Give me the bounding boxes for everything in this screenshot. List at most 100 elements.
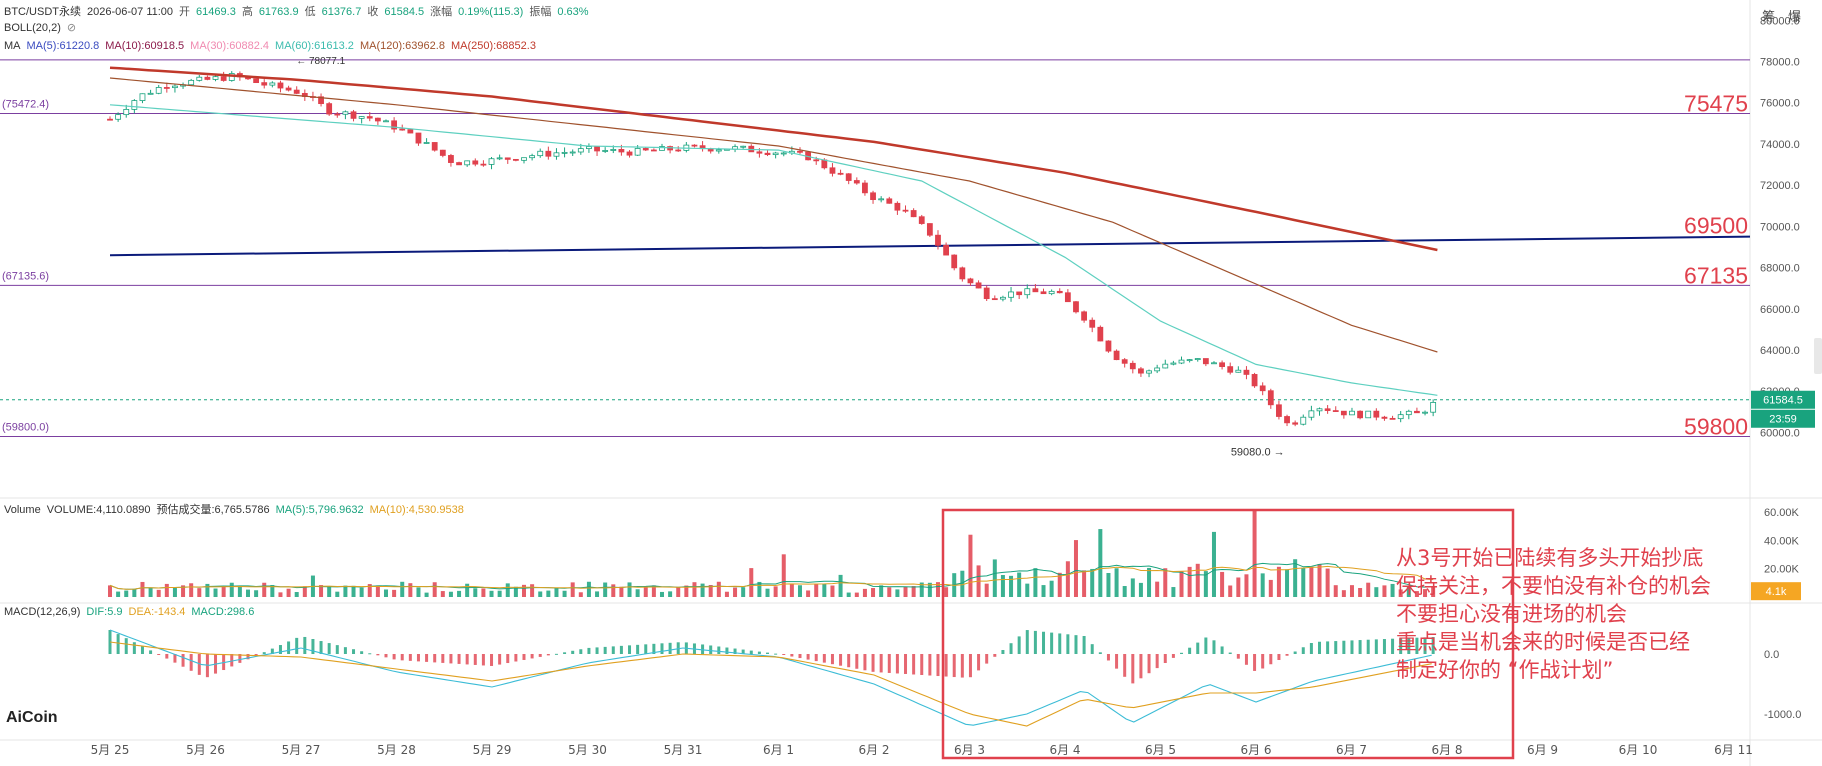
volume-bar [1260,573,1265,597]
volume-indicator-row[interactable]: Volume VOLUME:4,110.0890 预估成交量:6,765.5786 M… [4,501,470,517]
macd-histogram-bar [1074,635,1078,654]
macd-histogram-bar [1090,644,1094,654]
macd-histogram-bar [757,651,761,654]
ma-label[interactable]: MA [4,40,21,52]
volume-bar [229,582,234,597]
volume-bar [854,592,859,597]
volume-bar [611,584,616,597]
candle-down [1259,385,1266,392]
macd-histogram-bar [278,645,282,654]
candle-up [115,114,122,120]
volume-bar [578,592,583,597]
volume-bar [270,585,275,597]
candle-down [1056,290,1063,294]
time-axis-tick: 6月 5 [1145,743,1176,757]
volume-bar [659,591,664,597]
candle-up [342,111,349,115]
volume-bar [1309,566,1314,597]
time-axis-tick: 6月 2 [858,743,889,757]
macd-histogram-bar [481,654,485,666]
volume-bar [148,587,153,597]
candle-down [943,244,950,256]
volume-bar [400,581,405,597]
ma-indicator-row[interactable]: MA MA(5):61220.8 MA(10):60918.5 MA(30):6088… [4,40,542,52]
macd-histogram-bar [652,643,656,654]
candle-up [521,157,527,161]
candle-up [1349,410,1355,416]
candle-down [959,267,966,280]
volume-label[interactable]: Volume [4,504,41,516]
candle-up [1405,410,1412,416]
macd-histogram-bar [920,654,924,675]
chips-tool-button[interactable]: 筹 [1762,9,1776,24]
macd-indicator-row[interactable]: MACD(12,26,9) DIF:5.9 DEA:-143.4 MACD:298.6 [4,606,260,618]
candle-up [602,150,609,152]
macd-histogram-bar [287,641,291,654]
macd-histogram-bar [238,654,242,663]
macd-histogram-bar [343,647,347,654]
candle-down [163,87,170,89]
volume-bar [838,574,843,597]
change-value: 0.19%(115.3) [458,6,524,18]
boll-label[interactable]: BOLL(20,2) [4,22,61,34]
volume-bar [903,586,908,597]
macd-histogram-bar [839,654,843,666]
candle-down [650,149,657,152]
high-marker: ← 78077.1 [296,56,345,67]
aicoin-logo: AiCoin [6,709,58,726]
macd-histogram-bar [1115,654,1119,669]
macd-histogram-bar [1244,654,1248,665]
candle-down [894,202,901,211]
candle-up [1000,296,1006,300]
volume-bar [286,588,291,597]
candle-up [1308,410,1315,418]
volume-bar [221,585,226,597]
eye-icon[interactable]: ⊘ [66,22,77,34]
candle-up [1186,359,1193,362]
volume-bar [1009,575,1014,597]
volume-bar [132,588,137,597]
liquidation-tool-button[interactable]: 爆 [1788,9,1802,24]
macd-histogram-bar [554,653,558,655]
macd-histogram-bar [1342,640,1346,654]
macd-histogram-bar [270,648,274,654]
volume-bar [432,582,437,597]
dif-value: DIF:5.9 [86,606,123,618]
time-axis-tick: 5月 25 [91,743,130,757]
macd-histogram-bar [197,654,201,675]
volume-bar [213,588,218,597]
candle-up [634,148,641,156]
macd-histogram-bar [1147,654,1151,674]
macd-label[interactable]: MACD(12,26,9) [4,606,81,618]
volume-bar [619,586,624,597]
macd-histogram-bar [1131,654,1135,684]
macd-histogram-bar [960,654,964,678]
volume-bar [627,582,632,597]
high-value: 61763.9 [258,6,299,18]
countdown-label: 23:59 [1769,414,1797,426]
candle-down [107,118,113,121]
boll-indicator-row[interactable]: BOLL(20,2) ⊘ [4,21,82,34]
volume-bar [245,589,250,597]
price-axis-tick: 60000.0 [1760,427,1800,439]
volume-bar [960,570,965,597]
macd-histogram-bar [433,654,437,663]
macd-histogram-bar [709,645,713,654]
macd-histogram-bar [473,654,477,665]
volume-bar [359,587,364,597]
macd-histogram-bar [1033,630,1037,654]
macd-histogram-bar [449,654,453,664]
dea-value: DEA:-143.4 [128,606,186,618]
candle-down [902,209,909,212]
macd-histogram-bar [149,650,153,654]
annotation-line: 重点是当机会来的时候是否已经 [1396,630,1690,654]
time-axis-tick: 5月 30 [568,743,607,757]
macd-histogram-bar [124,638,128,654]
volume-bar [181,585,186,597]
volume-bar [927,582,932,597]
macd-histogram-bar [425,654,429,662]
volume-bar [944,587,949,597]
macd-histogram-bar [595,647,599,654]
macd-histogram-bar [1058,633,1062,654]
